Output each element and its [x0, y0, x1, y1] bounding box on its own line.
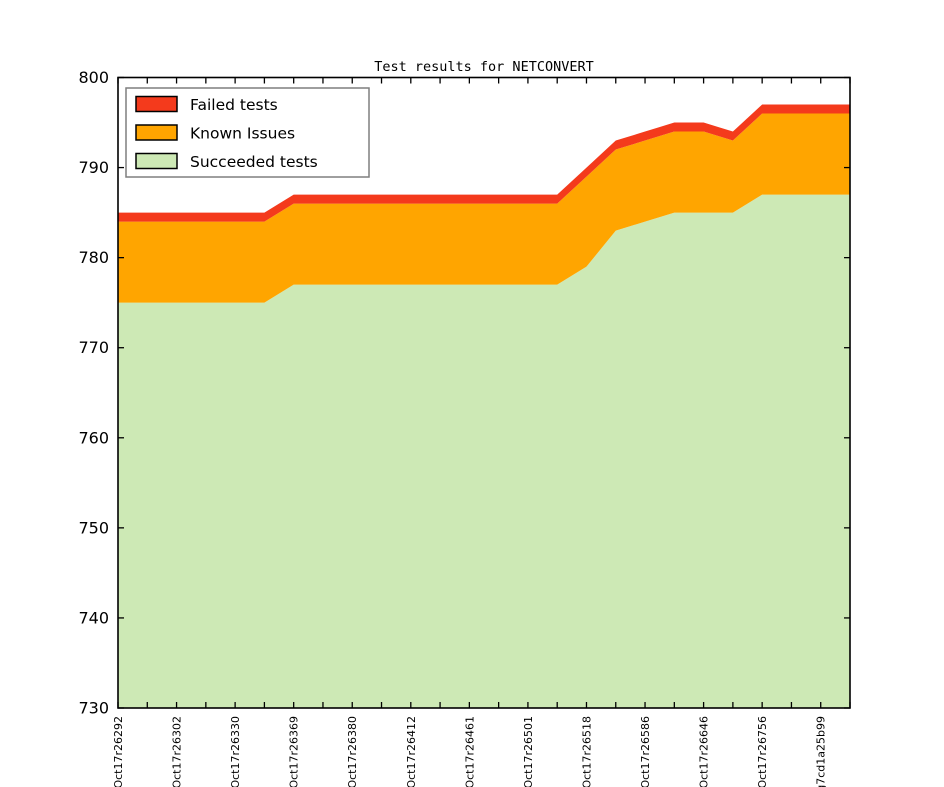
- x-tick-label: 7Oct17r26369: [288, 716, 301, 787]
- legend-swatch-failed-tests: [135, 95, 178, 113]
- x-tick-label: 3Oct17r26302: [171, 716, 184, 787]
- y-tick-label: 750: [78, 518, 109, 537]
- area-failed-tests: [118, 104, 850, 222]
- legend-swatch-succeeded-tests: [135, 152, 178, 170]
- y-tick-label: 730: [78, 699, 109, 718]
- axes-spines: [117, 76, 851, 709]
- axis-ticks: [117, 76, 851, 709]
- x-tick-label: 7Oct17r26756: [756, 716, 769, 787]
- x-tick-label: 1Oct17r26412: [405, 716, 418, 787]
- x-tick-label: 5Oct17r26330: [229, 716, 242, 787]
- legend-swatch-known-issues: [135, 124, 178, 141]
- area-succeeded-tests: [118, 194, 850, 709]
- legend-label: Known Issues: [190, 125, 295, 143]
- x-tick-label: 9Oct17r26586: [639, 716, 652, 787]
- y-tick-label: 780: [78, 248, 109, 267]
- plot-border: [117, 76, 851, 709]
- area-known-issues: [118, 113, 850, 303]
- x-tick-label: 7Oct17r26518: [580, 716, 593, 787]
- x-tick-label: 1Oct17r26646: [698, 716, 711, 787]
- legend-label: Succeeded tests: [190, 153, 318, 171]
- legend: Failed tests Known Issues Succeeded tests: [125, 87, 370, 178]
- stacked-areas: [118, 104, 850, 709]
- x-tick-label: 5Oct17r26501: [522, 716, 535, 787]
- y-tick-label: 740: [78, 608, 109, 627]
- legend-label: Failed tests: [190, 96, 278, 114]
- y-tick-label: 800: [78, 68, 109, 87]
- x-tick-label: -g7cd1a25b99: [815, 716, 828, 787]
- x-tick-label: 9Oct17r26380: [346, 716, 359, 787]
- y-tick-label: 760: [78, 428, 109, 447]
- x-tick-label: 1Oct17r26292: [112, 716, 125, 787]
- axis-tick-labels: 730 740 750 760 770 780 790 800 1Oct17r26292 3Oct…: [78, 68, 827, 787]
- x-tick-label: 3Oct17r26461: [463, 716, 476, 787]
- chart-title: Test results for NETCONVERT: [374, 59, 593, 75]
- y-tick-label: 770: [78, 338, 109, 357]
- y-tick-label: 790: [78, 158, 109, 177]
